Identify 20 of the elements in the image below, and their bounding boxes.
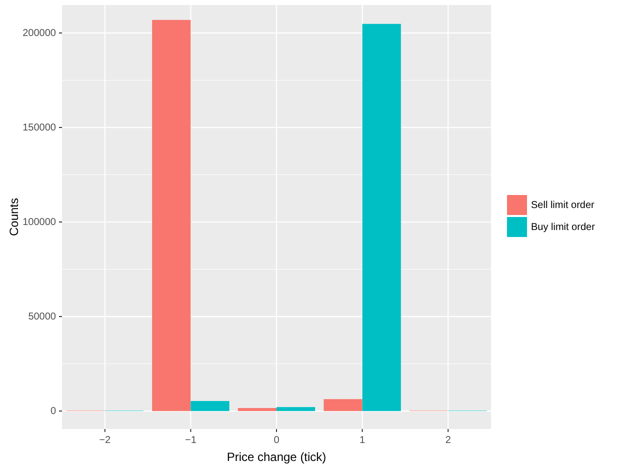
bar: [152, 20, 191, 412]
x-tick-label: 1: [360, 435, 366, 446]
y-axis-title: Counts: [7, 198, 21, 236]
y-tick-label: 0: [50, 406, 56, 418]
y-tick-label: 50000: [28, 312, 56, 323]
legend-label: Buy limit order: [531, 222, 596, 234]
bar: [362, 24, 401, 412]
x-tick-label: −2: [99, 435, 112, 446]
y-tick-label: 150000: [22, 122, 56, 134]
bar: [324, 399, 362, 412]
x-tick-label: 0: [274, 435, 280, 446]
y-tick-label: 100000: [22, 217, 56, 228]
x-tick-label: −1: [184, 435, 197, 446]
bar: [276, 407, 316, 412]
x-tick-label: 2: [445, 435, 452, 446]
bar: [238, 408, 276, 412]
y-tick-label: 200000: [22, 28, 56, 40]
legend-label: Sell limit order: [531, 200, 596, 212]
x-axis-title: Price change (tick): [226, 450, 326, 464]
bar: [190, 401, 230, 412]
